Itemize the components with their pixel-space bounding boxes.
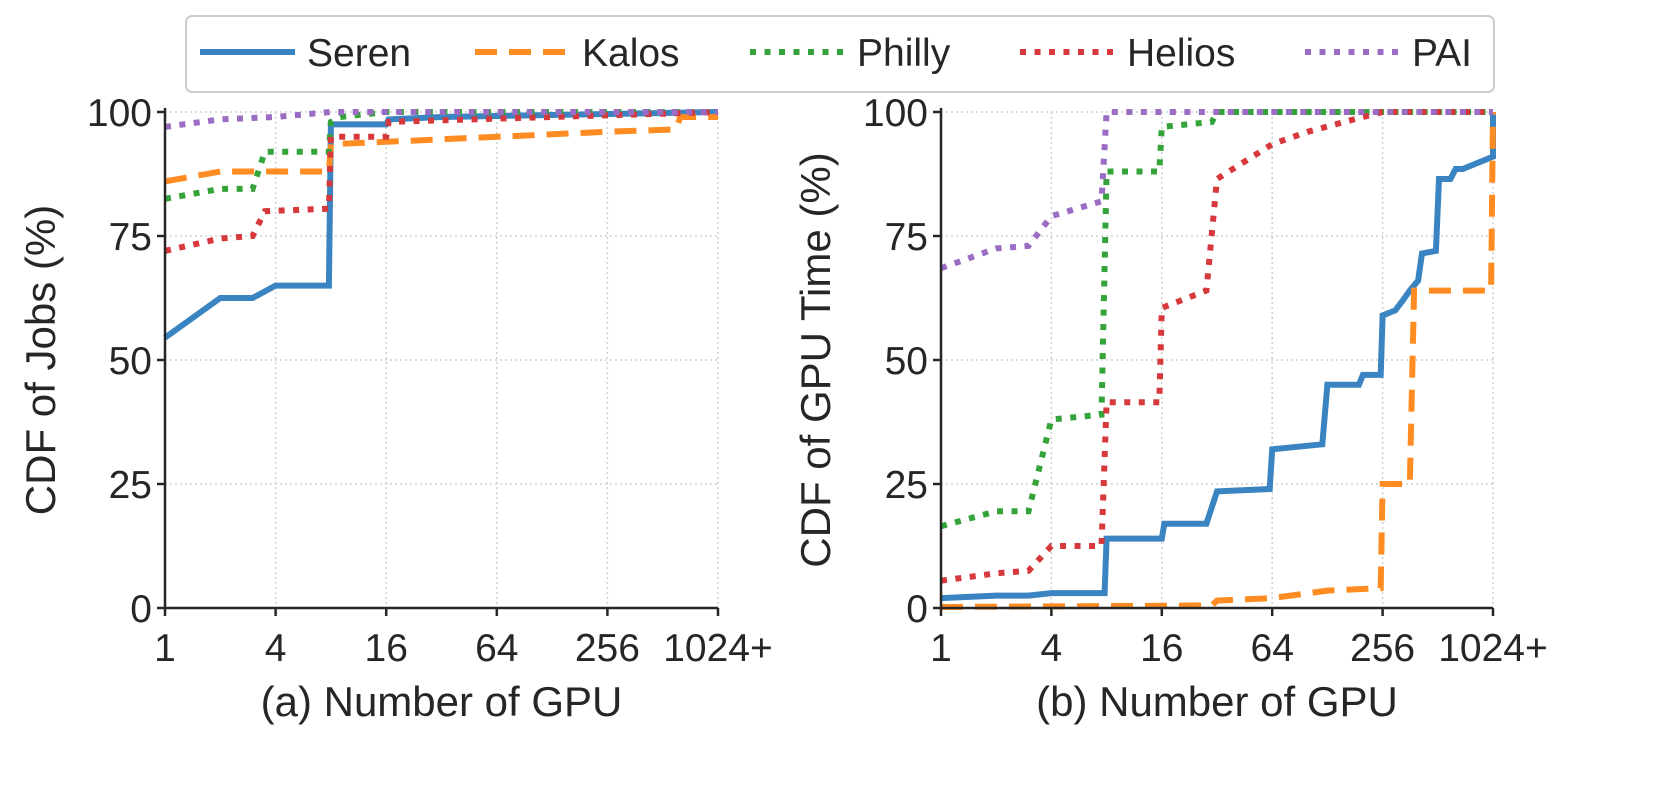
chart-a-ytick-label-1: 25 xyxy=(109,464,152,507)
chart-b-ytick-label-2: 50 xyxy=(885,340,928,383)
chart-b-ytick-label-0: 0 xyxy=(906,588,928,631)
chart-b-series-philly xyxy=(940,109,1493,530)
chart-b-ytick-label-1: 25 xyxy=(885,464,928,507)
chart-a-xtick-label-3: 64 xyxy=(475,627,518,670)
chart-a-xtick-label-4: 256 xyxy=(575,627,640,670)
legend-label-pai: PAI xyxy=(1412,32,1472,75)
chart-b-ytick-label-3: 75 xyxy=(885,216,928,259)
chart-b-ylabel: CDF of GPU Time (%) xyxy=(792,152,839,567)
chart-b: 1 4 16 64 256 1024+ 0 25 50 75 100 (b) Number of GP… xyxy=(792,92,1548,725)
chart-b-series-seren xyxy=(940,112,1496,602)
chart-a-xlabel: (a) Number of GPU xyxy=(261,678,623,725)
chart-a-ytick-label-4: 100 xyxy=(87,92,152,135)
chart-a-series-philly xyxy=(164,109,718,202)
chart-a-series-pai xyxy=(164,109,718,130)
chart-b-xtick-label-1: 4 xyxy=(1041,627,1063,670)
chart-b-xtick-label-3: 64 xyxy=(1251,627,1294,670)
chart-a-xtick-label-1: 4 xyxy=(265,627,287,670)
chart-a-ytick-label-3: 75 xyxy=(109,216,152,259)
chart-b-series-pai xyxy=(939,109,1493,272)
chart-a-series-group xyxy=(163,109,719,341)
chart-a-xtick-label-2: 16 xyxy=(365,627,408,670)
chart-a-series-kalos xyxy=(164,114,718,185)
legend-label-kalos: Kalos xyxy=(582,32,680,75)
chart-a-xtick-label-5: 1024+ xyxy=(663,627,773,670)
chart-a-series-seren xyxy=(163,109,719,341)
chart-a-ylabel: CDF of Jobs (%) xyxy=(17,205,64,515)
chart-b-series-kalos xyxy=(940,111,1496,610)
chart-a-ytick-label-2: 50 xyxy=(109,340,152,383)
chart-a-xtick-label-0: 1 xyxy=(154,627,176,670)
chart-b-xtick-label-0: 1 xyxy=(930,627,952,670)
chart-a: 1 4 16 64 256 1024+ 0 25 50 75 100 (a) Number of GP… xyxy=(17,92,773,725)
legend-label-seren: Seren xyxy=(307,32,411,75)
chart-b-series-group xyxy=(939,109,1496,610)
legend: Seren Kalos Philly Helios PAI xyxy=(185,15,1495,93)
chart-b-xtick-label-5: 1024+ xyxy=(1438,627,1548,670)
legend-label-helios: Helios xyxy=(1127,32,1235,75)
chart-a-ytick-label-0: 0 xyxy=(130,588,152,631)
chart-b-xlabel: (b) Number of GPU xyxy=(1036,678,1398,725)
chart-b-xtick-label-4: 256 xyxy=(1350,627,1415,670)
chart-b-ytick-label-4: 100 xyxy=(863,92,928,135)
legend-label-philly: Philly xyxy=(857,32,951,75)
chart-b-xtick-label-2: 16 xyxy=(1140,627,1183,670)
chart-b-series-helios xyxy=(940,109,1493,584)
